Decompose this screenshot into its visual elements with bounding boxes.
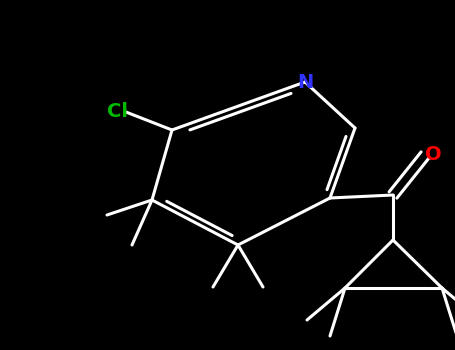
Text: O: O <box>425 146 441 164</box>
Text: Cl: Cl <box>107 102 128 121</box>
Text: N: N <box>297 72 313 91</box>
